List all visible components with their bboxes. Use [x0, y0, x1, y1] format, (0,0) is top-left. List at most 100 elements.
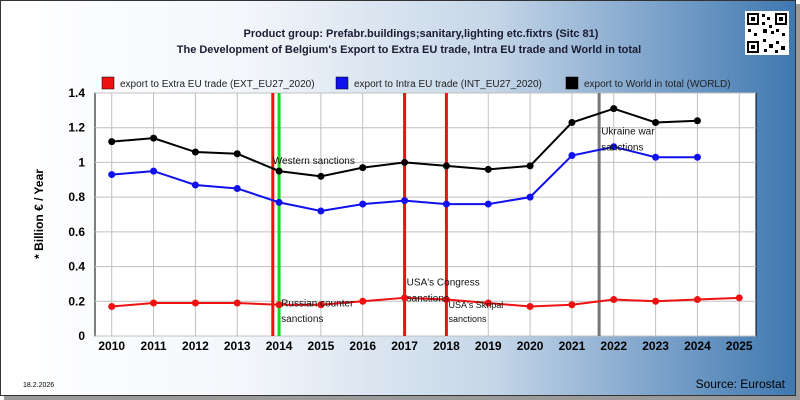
data-point-2 [401, 158, 409, 166]
data-point-1 [652, 153, 660, 161]
data-point-1 [275, 198, 283, 206]
x-tick-label: 2021 [559, 339, 586, 353]
x-tick-label: 2022 [600, 339, 627, 353]
data-point-0 [568, 301, 576, 309]
legend-swatch-extra [101, 76, 115, 90]
legend-label-world: export to World in total (WORLD) [584, 79, 731, 90]
legend-label-intra: export to Intra EU trade (INT_EU27_2020) [354, 79, 542, 90]
x-tick-label: 2018 [433, 339, 460, 353]
legend: export to Extra EU trade (EXT_EU27_2020)… [101, 76, 731, 90]
y-tick-label: 0.2 [68, 294, 85, 308]
x-axis: 2010 2011 2012 2013 2014 2015 2016 2017 2018 2019… [98, 339, 753, 353]
data-point-0 [191, 299, 199, 307]
data-point-0 [484, 299, 492, 307]
plot-area [94, 92, 757, 337]
x-tick-label: 2014 [266, 339, 293, 353]
data-point-0 [359, 297, 367, 305]
data-point-2 [693, 117, 701, 125]
x-tick-label: 2020 [517, 339, 544, 353]
data-point-2 [610, 105, 618, 113]
x-tick-label: 2015 [308, 339, 335, 353]
data-point-2 [108, 138, 116, 146]
y-tick-label: 0.6 [68, 225, 85, 239]
data-point-0 [401, 294, 409, 302]
data-point-1 [191, 181, 199, 189]
chart-title-line1: Product group: Prefabr.buildings;sanitar… [244, 28, 599, 40]
x-tick-label: 2010 [98, 339, 125, 353]
data-point-2 [568, 119, 576, 127]
legend-label-extra: export to Extra EU trade (EXT_EU27_2020) [120, 79, 315, 90]
x-tick-label: 2019 [475, 339, 502, 353]
x-tick-label: 2025 [726, 339, 753, 353]
data-point-1 [693, 153, 701, 161]
data-point-1 [359, 200, 367, 208]
data-point-1 [610, 143, 618, 151]
data-point-2 [652, 119, 660, 127]
y-tick-label: 0.8 [68, 190, 85, 204]
y-tick-label: 1.4 [68, 86, 85, 100]
x-tick-label: 2013 [224, 339, 251, 353]
y-axis: 0 0.2 0.4 0.6 0.8 1 1.2 1.4 [68, 86, 85, 343]
annotation-text: USA's Congress [407, 278, 480, 289]
data-point-2 [484, 165, 492, 173]
data-point-0 [108, 302, 116, 310]
data-point-2 [150, 134, 158, 142]
annotation-text: Ukraine war [601, 127, 655, 138]
x-tick-label: 2024 [684, 339, 711, 353]
data-point-1 [317, 207, 325, 215]
data-point-0 [233, 299, 241, 307]
annotation-text: USA's Skripal [449, 300, 504, 310]
date-stamp: 18.2.2026 [23, 382, 54, 389]
source-label: Source: Eurostat [696, 377, 786, 391]
x-tick-label: 2012 [182, 339, 209, 353]
x-tick-label: 2016 [349, 339, 376, 353]
data-point-1 [526, 193, 534, 201]
data-point-2 [442, 162, 450, 170]
data-point-1 [401, 197, 409, 205]
data-point-2 [191, 148, 199, 156]
data-point-0 [735, 294, 743, 302]
annotations: Western sanctions Russian counter sanction… [273, 127, 655, 325]
chart-title-line2: The Development of Belgium's Export to E… [177, 44, 641, 56]
y-tick-label: 0 [78, 329, 85, 343]
data-point-1 [442, 200, 450, 208]
data-point-0 [610, 296, 618, 304]
data-point-2 [317, 172, 325, 180]
data-point-1 [568, 151, 576, 159]
qr-code-icon [745, 11, 789, 55]
data-point-0 [442, 296, 450, 304]
series-line-0 [111, 296, 740, 308]
x-tick-label: 2023 [642, 339, 669, 353]
annotation-text: Western sanctions [273, 156, 355, 167]
x-tick-label: 2017 [391, 339, 418, 353]
y-tick-label: 1 [78, 155, 85, 169]
data-point-0 [150, 299, 158, 307]
data-point-0 [275, 301, 283, 309]
data-point-1 [108, 171, 116, 179]
data-point-0 [526, 302, 534, 310]
y-axis-label: * Billion € / Year [32, 169, 46, 259]
legend-swatch-intra [335, 76, 349, 90]
data-point-0 [652, 297, 660, 305]
annotation-text: sanctions [449, 314, 488, 324]
data-point-2 [526, 162, 534, 170]
data-point-2 [359, 164, 367, 172]
y-tick-label: 1.2 [68, 121, 85, 135]
data-point-2 [233, 150, 241, 158]
series-layer [108, 105, 743, 310]
data-point-1 [233, 184, 241, 192]
data-point-1 [150, 167, 158, 175]
legend-swatch-world [565, 76, 579, 90]
annotation-text: sanctions [601, 142, 643, 153]
data-point-1 [484, 200, 492, 208]
chart: Product group: Prefabr.buildings;sanitar… [23, 11, 789, 391]
annotation-text: sanctions [407, 293, 449, 304]
data-point-0 [693, 296, 701, 304]
data-point-2 [275, 167, 283, 175]
annotation-text: Russian counter [281, 298, 354, 309]
x-tick-label: 2011 [141, 339, 167, 353]
annotation-text: sanctions [281, 314, 323, 325]
y-tick-label: 0.4 [68, 260, 85, 274]
data-point-0 [317, 301, 325, 309]
